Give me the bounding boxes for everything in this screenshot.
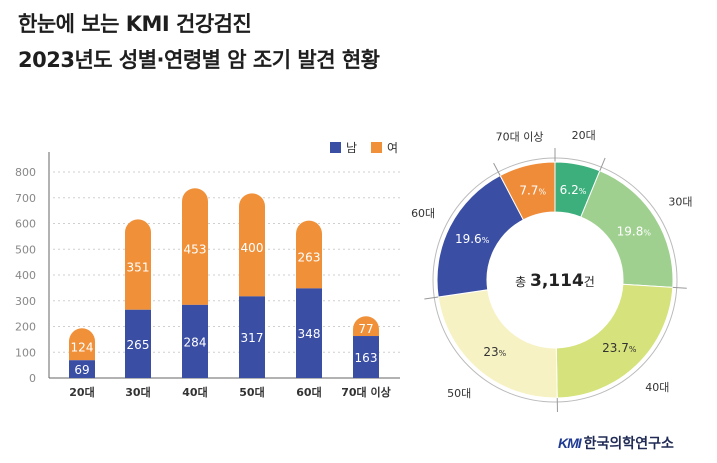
legend-swatch-female xyxy=(371,142,382,153)
slice-value-label: 6.2% xyxy=(560,183,587,197)
y-tick-label: 800 xyxy=(15,166,36,179)
slice-value-label: 19.8% xyxy=(617,225,652,239)
slice-category-label: 60대 xyxy=(411,207,435,220)
slice-category-label: 40대 xyxy=(645,381,669,394)
bar-female-label: 77 xyxy=(358,322,373,336)
y-tick-label: 700 xyxy=(15,192,36,205)
slice-category-label: 70대 이상 xyxy=(496,130,544,143)
bar-female-label: 400 xyxy=(241,241,264,255)
slice-value-label: 7.7% xyxy=(519,184,546,198)
bar-female xyxy=(239,193,265,297)
slice-value-label: 23% xyxy=(483,345,506,359)
bar-male xyxy=(239,296,265,378)
bar-male-label: 69 xyxy=(74,363,89,377)
slice-value-label: 19.6% xyxy=(455,232,490,246)
y-tick-label: 100 xyxy=(15,346,36,359)
x-tick-label: 30대 xyxy=(125,385,150,399)
bar-female-label: 453 xyxy=(184,243,207,257)
kmi-logo: KMI 한국의학연구소 xyxy=(558,433,674,453)
legend-swatch-male xyxy=(330,142,341,153)
bar-female-label: 263 xyxy=(298,251,321,265)
donut-total-label: 총 3,114건 xyxy=(515,271,595,291)
bar-male xyxy=(296,288,322,378)
donut-hole xyxy=(487,212,623,348)
bar-male-label: 348 xyxy=(298,327,321,341)
bar-male xyxy=(125,309,151,378)
bar-male-label: 317 xyxy=(241,331,264,345)
title-line-2: 2023년도 성별·연령별 암 조기 발견 현황 xyxy=(18,48,380,72)
x-tick-label: 50대 xyxy=(239,385,264,399)
legend-label-male: 남 xyxy=(346,141,357,155)
bar-male xyxy=(353,336,379,378)
x-tick-label: 70대 이상 xyxy=(341,385,391,399)
bar-female xyxy=(296,220,322,289)
x-tick-label: 40대 xyxy=(182,385,207,399)
bar-male-label: 265 xyxy=(127,338,150,352)
y-tick-label: 500 xyxy=(15,243,36,256)
slice-divider xyxy=(599,157,606,172)
slice-category-label: 20대 xyxy=(572,129,596,142)
slice-category-label: 50대 xyxy=(447,387,471,400)
bar-male-label: 284 xyxy=(184,335,207,349)
x-tick-label: 60대 xyxy=(296,385,321,399)
y-tick-label: 200 xyxy=(15,321,36,334)
slice-divider xyxy=(672,286,687,289)
slice-category-label: 30대 xyxy=(668,195,692,208)
y-tick-label: 400 xyxy=(15,269,36,282)
y-tick-label: 300 xyxy=(15,295,36,308)
bar-male xyxy=(182,304,208,378)
bar-female-label: 124 xyxy=(71,340,94,354)
y-tick-label: 0 xyxy=(29,372,36,385)
legend-label-female: 여 xyxy=(387,141,398,155)
stacked-bar-chart: 0 100 200 300 400 500 600 700 800 69 124 20대 265 351 3… xyxy=(15,141,400,399)
title-line-1: 한눈에 보는 KMI 건강검진 xyxy=(18,12,252,36)
bar-male-label: 163 xyxy=(355,351,378,365)
y-tick-label: 600 xyxy=(15,218,36,231)
bar-female xyxy=(69,328,95,361)
donut-slice xyxy=(499,161,556,221)
bar-male xyxy=(69,360,95,378)
bar-female-label: 351 xyxy=(127,261,150,275)
bar-female xyxy=(182,188,208,305)
x-tick-label: 20대 xyxy=(69,385,94,399)
bar-female xyxy=(125,219,151,310)
bar-female xyxy=(353,316,379,337)
slice-value-label: 23.7% xyxy=(602,341,637,355)
logo-name: 한국의학연구소 xyxy=(583,436,674,452)
slice-divider xyxy=(424,296,439,300)
logo-brand: KMI xyxy=(558,435,582,451)
slice-divider xyxy=(493,162,501,176)
